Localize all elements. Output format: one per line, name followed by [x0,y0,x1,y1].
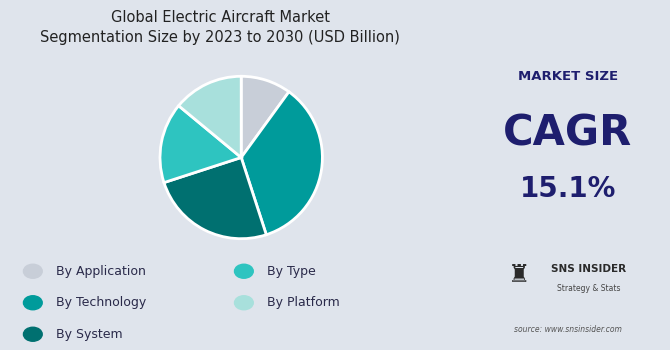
Circle shape [23,264,42,278]
Text: SNS INSIDER: SNS INSIDER [551,265,626,274]
Wedge shape [241,76,289,158]
Text: By Technology: By Technology [56,296,147,309]
Text: MARKET SIZE: MARKET SIZE [518,70,618,84]
Circle shape [23,296,42,310]
Wedge shape [164,158,266,239]
Wedge shape [179,76,241,158]
Text: source: www.snsinsider.com: source: www.snsinsider.com [514,324,622,334]
Circle shape [234,264,253,278]
Wedge shape [241,92,322,235]
Circle shape [234,296,253,310]
Circle shape [23,327,42,341]
Text: ♜: ♜ [508,263,530,287]
Text: Strategy & Stats: Strategy & Stats [557,284,620,293]
Text: By Application: By Application [56,265,146,278]
Text: 15.1%: 15.1% [520,175,616,203]
Text: By Platform: By Platform [267,296,340,309]
Text: Global Electric Aircraft Market
Segmentation Size by 2023 to 2030 (USD Billion): Global Electric Aircraft Market Segmenta… [40,10,401,45]
Wedge shape [160,106,241,183]
Text: By Type: By Type [267,265,316,278]
Text: CAGR: CAGR [503,112,632,154]
Text: By System: By System [56,328,123,341]
